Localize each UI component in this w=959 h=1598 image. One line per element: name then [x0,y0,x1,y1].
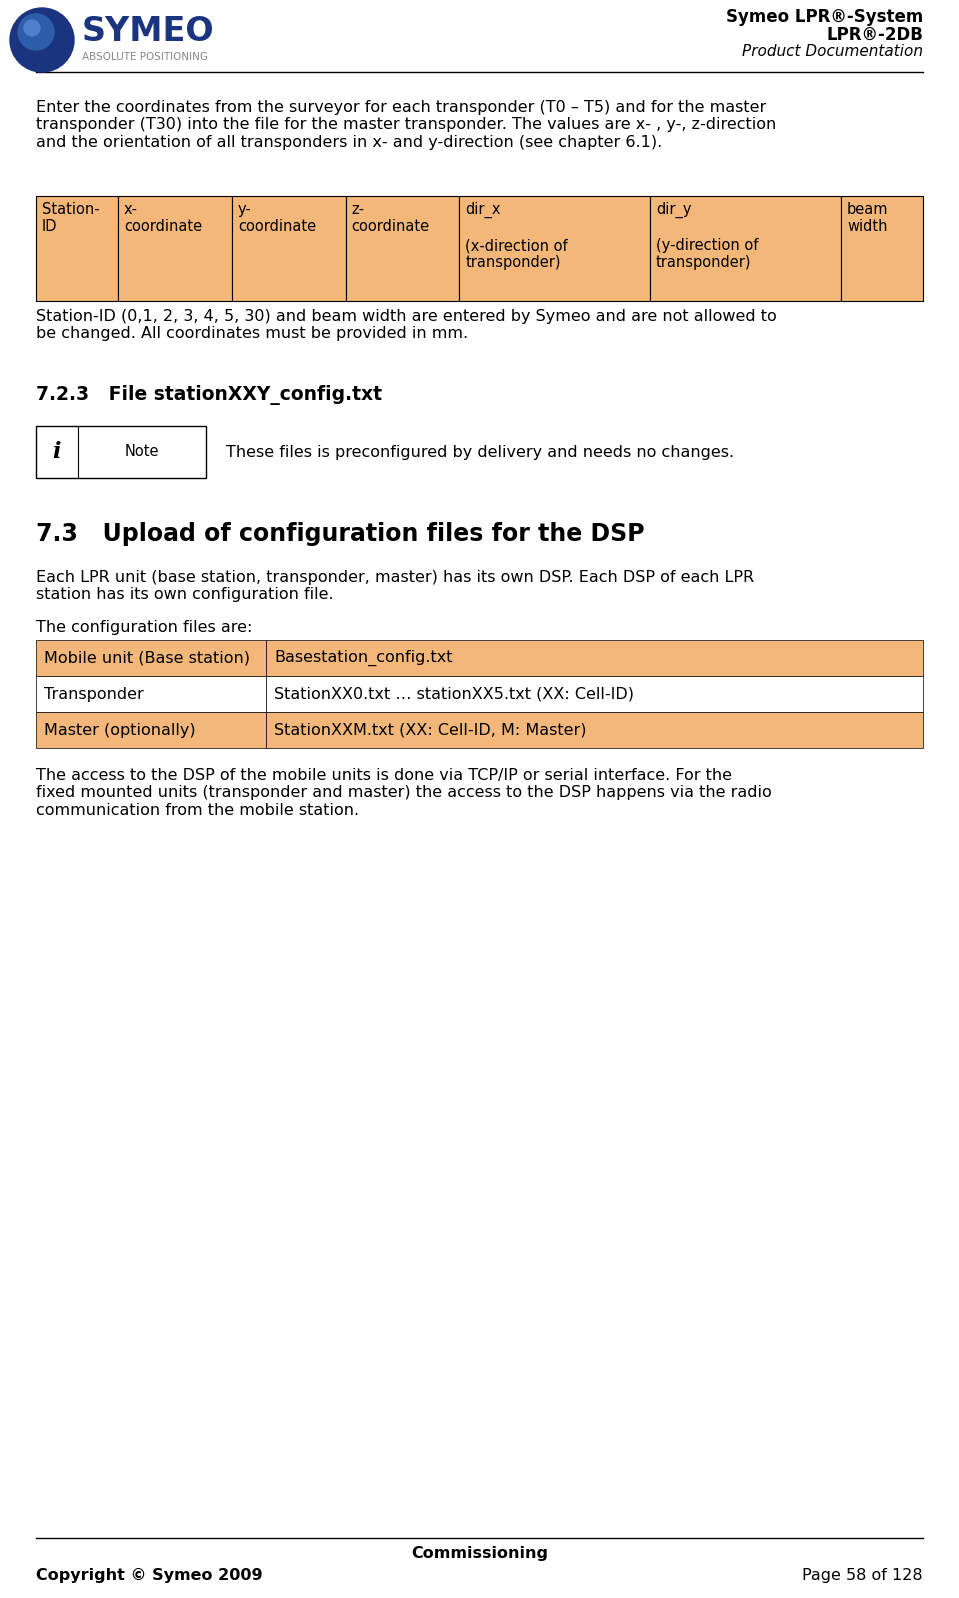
Text: Copyright © Symeo 2009: Copyright © Symeo 2009 [36,1568,263,1584]
Bar [232,197,345,300]
Bar [36,713,266,748]
Text: Enter the coordinates from the surveyor for each transponder (T0 – T5) and for t: Enter the coordinates from the surveyor … [36,101,776,150]
Bar [459,197,650,300]
Text: StationXX0.txt … stationXX5.txt (XX: Cell-ID): StationXX0.txt … stationXX5.txt (XX: Cel… [274,687,634,702]
Text: ABSOLUTE POSITIONING: ABSOLUTE POSITIONING [82,53,208,62]
Text: z-
coordinate: z- coordinate [352,201,430,235]
Text: The access to the DSP of the mobile units is done via TCP/IP or serial interface: The access to the DSP of the mobile unit… [36,769,772,818]
Bar [118,197,232,300]
Text: Note: Note [125,444,159,460]
Text: Basestation_config.txt: Basestation_config.txt [274,650,453,666]
Text: Mobile unit (Base station): Mobile unit (Base station) [44,650,250,665]
Bar [345,197,459,300]
Text: Master (optionally): Master (optionally) [44,722,196,738]
Text: Station-
ID: Station- ID [42,201,100,235]
Bar [36,197,118,300]
Bar [841,197,923,300]
Text: dir_x

(x-direction of
transponder): dir_x (x-direction of transponder) [465,201,568,270]
Bar [36,427,206,478]
Text: StationXXM.txt (XX: Cell-ID, M: Master): StationXXM.txt (XX: Cell-ID, M: Master) [274,722,587,738]
Bar [266,713,923,748]
Bar [266,641,923,676]
Text: 7.2.3   File stationXXY_config.txt: 7.2.3 File stationXXY_config.txt [36,385,382,404]
Circle shape [10,8,74,72]
Text: y-
coordinate: y- coordinate [238,201,316,235]
Text: Page 58 of 128: Page 58 of 128 [803,1568,923,1584]
Text: Station-ID (0,1, 2, 3, 4, 5, 30) and beam width are entered by Symeo and are not: Station-ID (0,1, 2, 3, 4, 5, 30) and bea… [36,308,777,342]
Circle shape [18,14,54,50]
Text: dir_y

(y-direction of
transponder): dir_y (y-direction of transponder) [656,201,759,270]
Text: These files is preconfigured by delivery and needs no changes.: These files is preconfigured by delivery… [226,444,735,460]
Text: 7.3   Upload of configuration files for the DSP: 7.3 Upload of configuration files for th… [36,523,644,547]
Text: Commissioning: Commissioning [411,1545,548,1561]
Text: beam
width: beam width [847,201,888,235]
Text: x-
coordinate: x- coordinate [124,201,202,235]
Text: SYMEO: SYMEO [82,14,215,48]
Text: LPR®-2DB: LPR®-2DB [826,26,923,45]
Bar [266,676,923,713]
Bar [36,676,266,713]
Text: Product Documentation: Product Documentation [742,45,923,59]
Bar [36,641,266,676]
Text: The configuration files are:: The configuration files are: [36,620,252,634]
Text: Each LPR unit (base station, transponder, master) has its own DSP. Each DSP of e: Each LPR unit (base station, transponder… [36,570,754,602]
Circle shape [24,21,40,37]
Text: Symeo LPR®-System: Symeo LPR®-System [726,8,923,26]
Bar [650,197,841,300]
Text: i: i [52,441,60,463]
Text: Transponder: Transponder [44,687,144,702]
